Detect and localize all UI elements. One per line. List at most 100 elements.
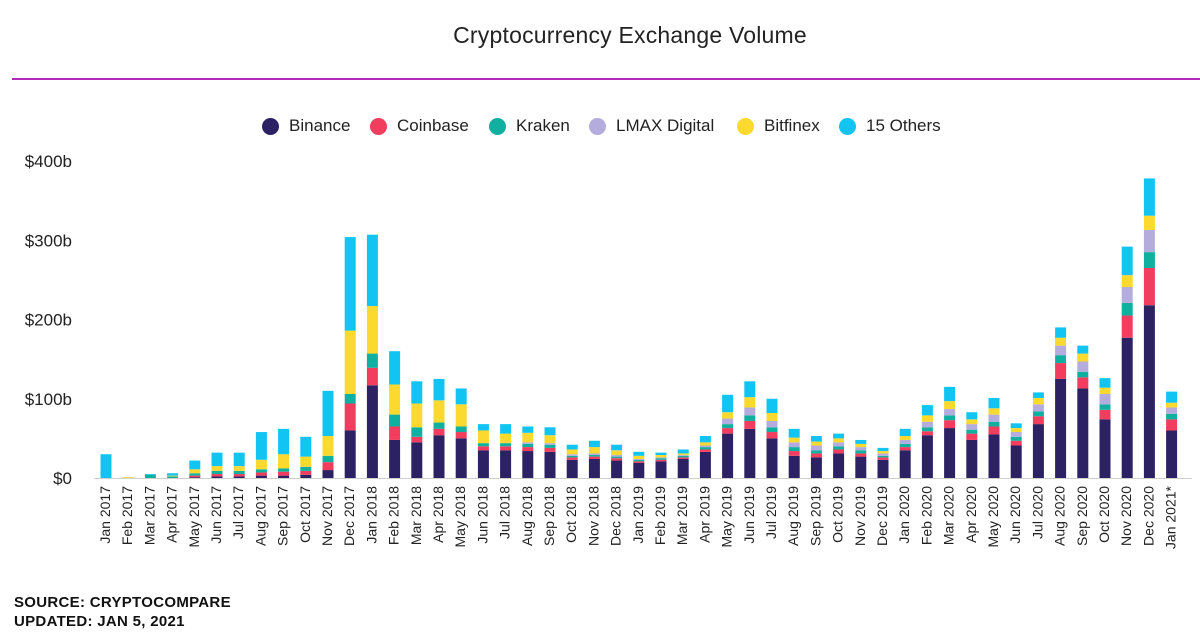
legend-item[interactable]: Coinbase: [370, 113, 469, 139]
legend-item[interactable]: LMAX Digital: [589, 113, 714, 139]
bar-segment: [1166, 402, 1178, 408]
bar-segment: [744, 381, 756, 398]
legend-item[interactable]: 15 Others: [839, 113, 941, 139]
bar-segment: [1077, 361, 1089, 372]
x-tick-label: May 2017: [186, 486, 202, 548]
bar-segment: [344, 430, 356, 478]
bar-segment: [1143, 252, 1155, 268]
bar-segment: [1055, 363, 1067, 379]
bar-segment: [810, 441, 822, 446]
bar-segment: [500, 433, 512, 444]
bar-segment: [788, 437, 800, 443]
bar-segment: [455, 426, 467, 433]
bar-segment: [877, 455, 889, 458]
bar-segment: [699, 445, 711, 448]
bar-segment: [522, 447, 534, 452]
chart-legend: Binance Coinbase Kraken LMAX Digital Bitfine…: [0, 113, 1200, 139]
bar-segment: [588, 453, 600, 456]
bar-segment: [766, 398, 778, 414]
x-tick-label: Aug 2018: [519, 486, 535, 546]
bar-segment: [677, 449, 689, 454]
bar-segment: [944, 401, 956, 410]
bar-segment: [855, 450, 867, 454]
bar-segment: [255, 475, 267, 478]
x-tick-label: Jan 2020: [896, 486, 912, 544]
bar-segment: [833, 446, 845, 450]
bar-segment: [1055, 378, 1067, 478]
x-tick-label: Feb 2017: [119, 486, 135, 545]
bar-segment: [633, 458, 645, 460]
bar-segment: [722, 418, 734, 425]
bar-segment: [1166, 413, 1178, 420]
x-tick-label: Oct 2020: [1096, 486, 1112, 543]
bar-segment: [100, 454, 112, 478]
bar-segment: [322, 470, 334, 478]
updated-note: UPDATED: JAN 5, 2021: [14, 613, 185, 630]
x-tick-label: May 2020: [985, 486, 1001, 548]
bar-segment: [411, 436, 423, 443]
bar-segment: [500, 424, 512, 434]
x-tick-label: Apr 2018: [430, 486, 446, 543]
bar-segment: [1121, 302, 1133, 316]
x-tick-label: Feb 2018: [386, 486, 402, 545]
bar-segment: [788, 428, 800, 438]
x-tick-label: Mar 2018: [408, 486, 424, 545]
legend-swatch: [370, 117, 387, 135]
bar-segment: [810, 435, 822, 442]
bar-segment: [633, 451, 645, 456]
bar-segment: [1166, 391, 1178, 403]
bar-segment: [744, 397, 756, 408]
bar-segment: [1010, 423, 1022, 429]
bar-segment: [1143, 229, 1155, 253]
bar-segment: [744, 407, 756, 416]
bar-segment: [544, 427, 556, 436]
bar-segment: [1121, 337, 1133, 478]
bar-segment: [300, 474, 312, 478]
x-tick-label: Aug 2017: [252, 486, 268, 546]
x-tick-label: Jan 2019: [630, 486, 646, 544]
bar-segment: [233, 476, 245, 478]
bar-segment: [389, 384, 401, 415]
chart-title: Cryptocurrency Exchange Volume: [453, 22, 807, 48]
bar-segment: [366, 385, 378, 478]
bar-segment: [699, 442, 711, 446]
bar-segment: [966, 433, 978, 440]
legend-item[interactable]: Binance: [262, 113, 350, 139]
x-tick-label: Sep 2020: [1074, 486, 1090, 546]
bar-segment: [211, 452, 223, 467]
bar-segment: [855, 447, 867, 451]
bar-segment: [921, 431, 933, 436]
bar-segment: [455, 438, 467, 478]
bar-segment: [544, 435, 556, 444]
bar-segment: [1121, 287, 1133, 303]
bar-segment: [899, 435, 911, 440]
bar-segment: [655, 459, 667, 462]
bar-segment: [189, 460, 201, 470]
bar-segment: [611, 458, 623, 461]
bar-segment: [722, 428, 734, 434]
bar-segment: [1099, 419, 1111, 478]
bar-segment: [944, 386, 956, 402]
bar-segment: [921, 435, 933, 478]
legend-item[interactable]: Bitfinex: [737, 113, 820, 139]
bar-segment: [500, 450, 512, 478]
legend-label: Kraken: [516, 116, 570, 135]
bar-segment: [566, 455, 578, 458]
bar-segment: [366, 306, 378, 354]
x-tick-label: Nov 2017: [319, 486, 335, 546]
x-tick-label: Feb 2019: [652, 486, 668, 545]
bar-segment: [344, 330, 356, 394]
bar-segment: [699, 451, 711, 478]
bar-segment: [255, 432, 267, 460]
legend-label: Bitfinex: [764, 116, 820, 135]
y-tick-label: $300b: [25, 231, 72, 250]
bar-segment: [211, 474, 223, 477]
bar-segment: [588, 458, 600, 478]
bar-segment: [522, 451, 534, 478]
bar-segment: [389, 414, 401, 427]
bar-segment: [1055, 327, 1067, 338]
bar-segment: [1010, 428, 1022, 433]
bar-segment: [633, 462, 645, 478]
bar-segment: [944, 428, 956, 478]
legend-item[interactable]: Kraken: [489, 113, 570, 139]
